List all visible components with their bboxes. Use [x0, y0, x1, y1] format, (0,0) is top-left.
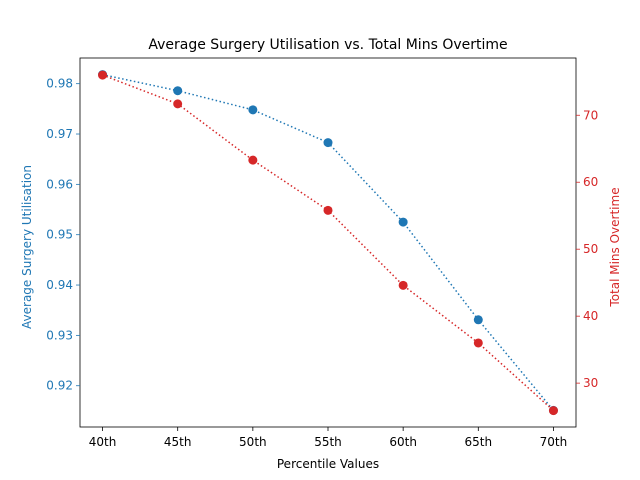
right-y-tick-label: 50: [583, 242, 598, 256]
left-y-tick-label: 0.96: [46, 177, 73, 191]
series-point-left: [473, 315, 483, 325]
x-tick-label: 70th: [540, 435, 568, 449]
series-point-right: [98, 70, 108, 80]
left-y-tick-label: 0.95: [46, 228, 73, 242]
x-axis-label: Percentile Values: [277, 457, 379, 471]
x-tick-label: 50th: [239, 435, 267, 449]
series-point-right: [473, 338, 483, 348]
left-axis-label: Average Surgery Utilisation: [20, 165, 34, 329]
right-y-tick-label: 70: [583, 108, 598, 122]
left-y-tick-label: 0.98: [46, 77, 73, 91]
series-point-left: [173, 86, 183, 96]
series-point-right: [173, 99, 183, 109]
right-y-tick-label: 30: [583, 376, 598, 390]
right-y-tick-label: 60: [583, 175, 598, 189]
x-tick-label: 55th: [314, 435, 342, 449]
x-tick-label: 65th: [465, 435, 493, 449]
x-tick-label: 40th: [89, 435, 117, 449]
x-tick-label: 45th: [164, 435, 192, 449]
series-line-right: [102, 74, 554, 412]
series-line-left: [102, 73, 555, 411]
left-y-tick-label: 0.92: [46, 379, 73, 393]
series-point-left: [248, 105, 258, 115]
left-y-tick-label: 0.93: [46, 328, 73, 342]
left-y-tick-label: 0.97: [46, 127, 73, 141]
series-point-right: [323, 205, 333, 215]
series-point-right: [398, 280, 408, 290]
chart-title: Average Surgery Utilisation vs. Total Mi…: [148, 37, 507, 53]
right-axis-label: Total Mins Overtime: [608, 187, 622, 307]
x-tick-label: 60th: [389, 435, 417, 449]
series-point-left: [323, 138, 333, 148]
right-y-tick-label: 40: [583, 309, 598, 323]
series-point-right: [548, 406, 558, 416]
series-point-right: [248, 155, 258, 165]
series-point-left: [398, 217, 408, 227]
plot-area: 40th 45th 50th 55th 60th 65th 70th 0.92 0.93 0.94…: [46, 57, 598, 449]
plot-frame: [79, 57, 577, 428]
left-y-tick-label: 0.94: [46, 278, 73, 292]
